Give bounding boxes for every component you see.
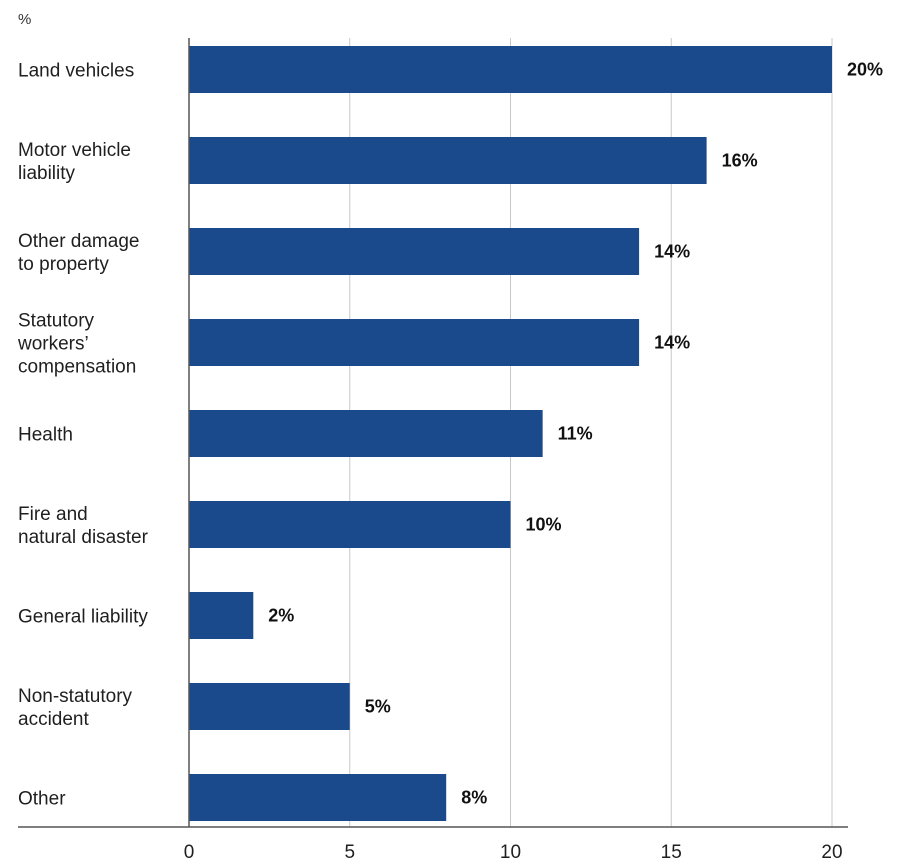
category-label: Motor vehicle liability (18, 140, 131, 184)
bar (189, 774, 447, 821)
category-label-line: natural disaster (18, 527, 149, 548)
category-label: Other damage to property (18, 231, 139, 275)
x-tick-label: 10 (500, 842, 521, 863)
x-axis: 0 5 10 15 20 (18, 38, 848, 863)
value-label: 16% (722, 151, 758, 171)
category-label: Other (18, 789, 66, 810)
category-label-line: compensation (18, 357, 136, 378)
category-label-line: Fire and (18, 504, 88, 525)
category-label-line: Non-statutory (18, 686, 133, 707)
bar (189, 501, 511, 548)
category-label-line: Land vehicles (18, 61, 134, 82)
x-tick-label: 0 (184, 842, 195, 863)
category-label-line: to property (18, 254, 109, 275)
category-label: Fire and natural disaster (18, 504, 149, 548)
category-label-line: General liability (18, 607, 148, 628)
category-label: Statutory workers’ compensation (17, 311, 136, 378)
value-label: 14% (654, 242, 690, 262)
category-labels: Land vehicles Motor vehicle liability Other… (17, 61, 149, 810)
category-label: General liability (18, 607, 148, 628)
unit-label: % (18, 11, 31, 28)
category-label-line: liability (18, 163, 76, 184)
category-label-line: accident (18, 709, 89, 730)
category-label-line: Statutory (18, 311, 95, 332)
value-label: 5% (365, 697, 391, 717)
bar (189, 46, 832, 93)
bar (189, 410, 543, 457)
category-label: Land vehicles (18, 61, 134, 82)
x-tick-label: 20 (821, 842, 842, 863)
bars (189, 46, 832, 821)
x-tick-label: 5 (344, 842, 355, 863)
bar (189, 137, 707, 184)
category-label-line: Health (18, 425, 73, 446)
category-label: Health (18, 425, 73, 446)
x-tick-label: 15 (661, 842, 682, 863)
value-label: 11% (558, 424, 593, 444)
category-label-line: workers’ (17, 334, 89, 355)
category-label-line: Other (18, 789, 66, 810)
category-label: Non-statutory accident (18, 686, 133, 730)
value-label: 8% (461, 788, 487, 808)
value-labels: 20% 16% 14% 14% 11% 10% 2% 5% 8% (268, 60, 883, 808)
bar (189, 683, 350, 730)
value-label: 14% (654, 333, 690, 353)
value-label: 20% (847, 60, 883, 80)
category-label-line: Other damage (18, 231, 139, 252)
category-label-line: Motor vehicle (18, 140, 131, 161)
bar (189, 228, 640, 275)
value-label: 10% (526, 515, 562, 535)
value-label: 2% (268, 606, 294, 626)
bar (189, 319, 640, 366)
bar (189, 592, 254, 639)
